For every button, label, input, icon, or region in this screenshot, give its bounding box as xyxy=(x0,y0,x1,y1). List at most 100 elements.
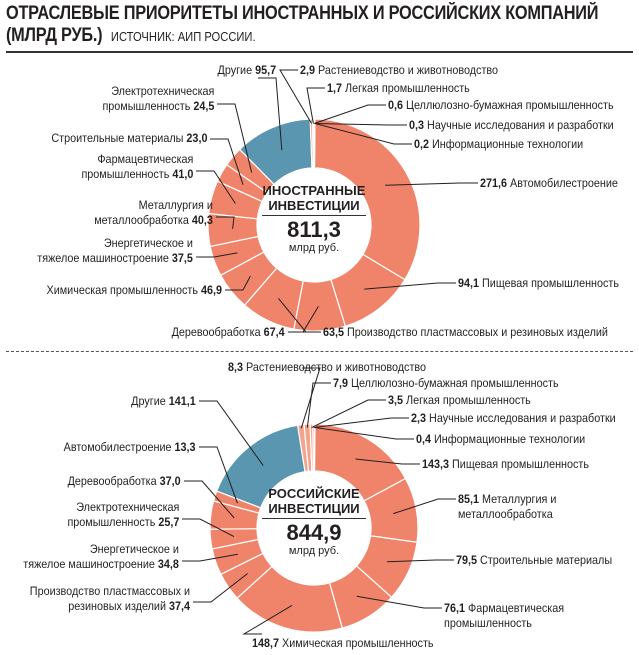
slice-name: Целлюлозно-бумажная промышленность xyxy=(406,98,614,112)
slice-label: Производство пластмассовых и резиновых из… xyxy=(30,584,190,614)
slice-label: Металлургия и металлообработка 40,3 xyxy=(94,198,213,228)
slice-name: Пищевая промышленность xyxy=(482,276,620,290)
center-unit: млрд руб. xyxy=(288,242,340,254)
leader-line xyxy=(314,104,386,124)
russian-center-label: РОССИЙСКИЕ ИНВЕСТИЦИИ 844,9 млрд руб. xyxy=(254,486,374,558)
slice-label: 148,7 Химическая промышленность xyxy=(252,636,434,651)
slice-name: Пищевая промышленность xyxy=(452,457,590,471)
leader-line xyxy=(210,138,244,185)
slice-name: Растениеводство и животноводство xyxy=(246,360,427,374)
center-title: ИНОСТРАННЫЕ xyxy=(262,183,366,198)
leader-line xyxy=(193,573,248,603)
slice-value: 41,0 xyxy=(171,167,193,181)
leader-line xyxy=(355,458,420,465)
slice-value: 271,6 xyxy=(480,176,508,190)
slice-label: 79,5 Строительные материалы xyxy=(456,553,612,568)
center-total: 811,3 xyxy=(287,217,341,242)
slice-value: 34,8 xyxy=(157,557,179,571)
slice-name: Химическая промышленность xyxy=(46,283,198,297)
slice-name: Легкая промышленность xyxy=(345,81,470,95)
slice-name: Фармацевтическая промышленность xyxy=(444,601,565,630)
leader-line xyxy=(393,498,456,515)
leader-line xyxy=(314,427,414,440)
donut-slice xyxy=(313,118,316,169)
center-total: 844,9 xyxy=(286,520,342,545)
leader-line xyxy=(217,103,253,173)
leader-line xyxy=(184,480,235,519)
slice-value: 0,4 xyxy=(416,432,432,446)
slice-label: Деревообработка 37,0 xyxy=(68,474,181,489)
slice-value: 94,1 xyxy=(458,276,480,290)
slice-value: 23,0 xyxy=(185,131,207,145)
slice-label: 271,6 Автомобилестроение xyxy=(480,176,618,191)
leader-line xyxy=(277,297,308,333)
slice-label: 0,6 Целлюлозно-бумажная промышленность xyxy=(388,98,614,113)
slice-name: Производство пластмассовых и резиновых из… xyxy=(29,584,190,613)
slice-label: 0,4 Информационные технологии xyxy=(416,432,585,447)
section-divider xyxy=(6,351,633,352)
slice-label: 1,7 Легкая промышленность xyxy=(327,81,470,96)
slice-label: Энергетическое и тяжелое машиностроение 3… xyxy=(37,236,193,266)
slice-label: 143,3 Пищевая промышленность xyxy=(422,457,589,472)
slice-label: 76,1 Фармацевтическая промышленность xyxy=(444,601,564,631)
slice-value: 37,5 xyxy=(171,251,193,265)
slice-value: 40,3 xyxy=(191,213,213,227)
leader-line xyxy=(311,399,386,428)
slice-name: Фармацевтическая промышленность xyxy=(81,152,193,181)
slice-value: 148,7 xyxy=(252,636,280,650)
center-unit: млрд руб. xyxy=(288,545,340,557)
slice-value: 76,1 xyxy=(444,601,466,615)
slice-value: 0,6 xyxy=(388,98,404,112)
slice-label: Строительные материалы 23,0 xyxy=(51,131,207,146)
slice-label: Другие 141,1 xyxy=(131,394,196,409)
slice-name: Автомобилестроение xyxy=(510,176,618,190)
slice-label: 8,3 Растениеводство и животноводство xyxy=(228,360,426,375)
slice-name: Строительные материалы xyxy=(50,131,183,145)
slice-label: Электротехническая промышленность 24,5 xyxy=(102,84,214,114)
slice-name: Научные исследования и разработки xyxy=(427,118,614,132)
title-line-2: (МЛРД РУБ.) xyxy=(6,25,103,46)
slice-label: Автомобилестроение 13,3 xyxy=(64,440,196,455)
slice-name: Автомобилестроение xyxy=(64,440,172,454)
slice-name: Химическая промышленность xyxy=(282,636,434,650)
leader-line xyxy=(199,446,238,504)
slice-name: Электротехническая промышленность xyxy=(102,84,214,113)
slice-name: Металлургия и металлообработка xyxy=(94,198,213,227)
slice-name: Деревообработка xyxy=(171,325,261,339)
slice-name: Электротехническая промышленность xyxy=(67,500,179,529)
chart-title: ОТРАСЛЕВЫЕ ПРИОРИТЕТЫ ИНОСТРАННЫХ И РОСС… xyxy=(6,3,599,48)
leader-line xyxy=(258,77,283,151)
leader-line xyxy=(356,595,442,609)
center-rule xyxy=(262,518,366,519)
slice-value: 95,7 xyxy=(254,63,276,77)
slice-value: 24,5 xyxy=(192,99,214,113)
slice-value: 67,4 xyxy=(263,325,285,339)
slice-label: 0,2 Информационные технологии xyxy=(414,137,583,152)
donut-slice xyxy=(313,423,316,472)
slice-name: Информационные технологии xyxy=(434,432,586,446)
slice-label: 3,5 Легкая промышленность xyxy=(388,393,531,408)
slice-label: 2,9 Растениеводство и животноводство xyxy=(300,63,498,78)
slice-label: 85,1 Металлургия и металлообработка xyxy=(458,492,556,522)
slice-name: Производство пластмассовых и резиновых и… xyxy=(347,325,608,339)
slice-name: Научные исследования и разработки xyxy=(429,411,616,425)
slice-value: 46,9 xyxy=(200,283,222,297)
slice-value: 13,3 xyxy=(174,440,196,454)
leader-line xyxy=(300,367,321,429)
slice-value: 2,3 xyxy=(411,411,427,425)
slice-label: Другие 95,7 xyxy=(217,63,276,78)
slice-name: Металлургия и металлообработка xyxy=(458,492,557,521)
slice-label: 63,5 Производство пластмассовых и резино… xyxy=(323,325,608,340)
slice-name: Деревообработка xyxy=(67,474,157,488)
slice-label: Фармацевтическая промышленность 41,0 xyxy=(81,152,193,182)
slice-value: 37,0 xyxy=(159,474,181,488)
slice-value: 2,9 xyxy=(300,63,316,77)
leader-line xyxy=(182,518,235,538)
foreign-center-label: ИНОСТРАННЫЕ ИНВЕСТИЦИИ 811,3 млрд руб. xyxy=(254,183,374,255)
center-rule xyxy=(262,215,366,216)
header-divider xyxy=(6,51,633,53)
leader-line xyxy=(225,275,251,291)
leader-line xyxy=(216,216,235,229)
slice-label: Энергетическое и тяжелое машиностроение 3… xyxy=(23,542,179,572)
slice-label: 2,3 Научные исследования и разработки xyxy=(411,411,616,426)
